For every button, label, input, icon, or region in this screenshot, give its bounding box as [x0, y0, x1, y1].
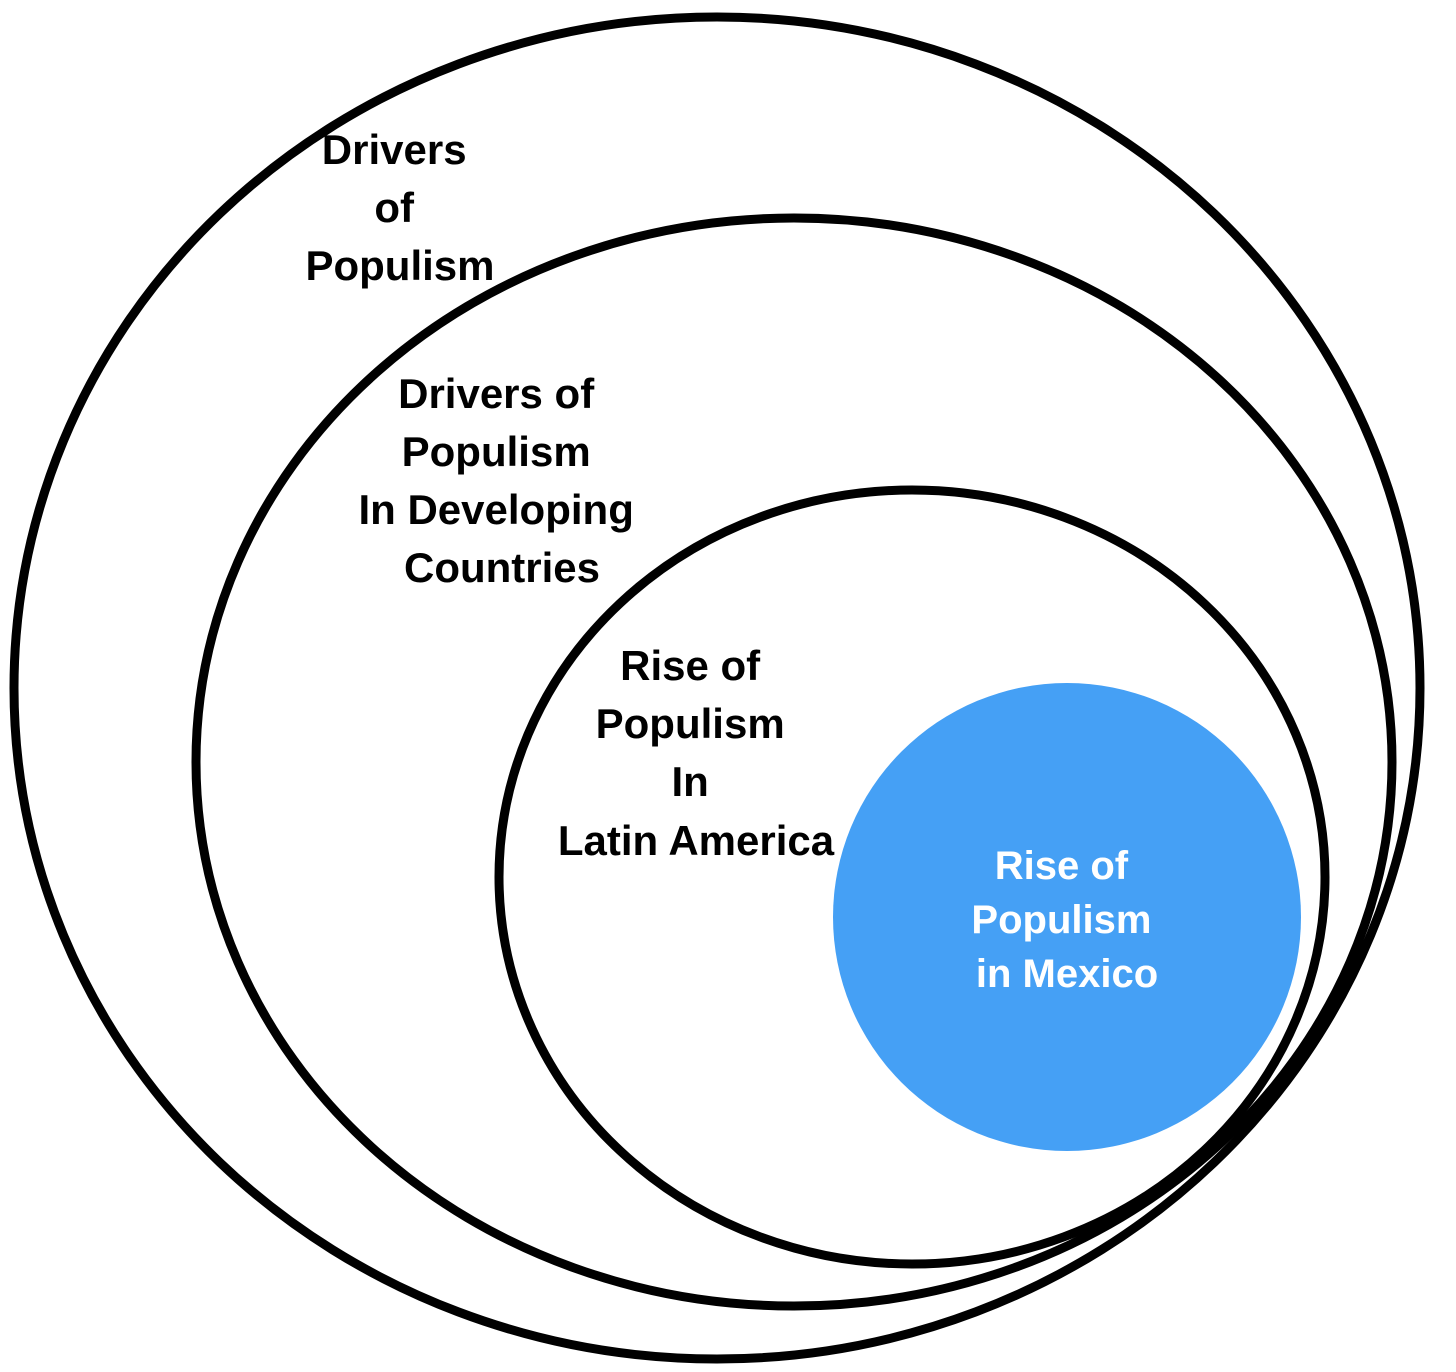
label-line: Latin America	[558, 817, 835, 864]
label-line: of	[374, 184, 415, 231]
label-line: Drivers	[322, 126, 467, 173]
label-line: Populism	[971, 898, 1151, 942]
circle-mexico	[833, 683, 1301, 1151]
label-latin-america: Rise of Populism In Latin America	[558, 642, 835, 864]
circle-developing-countries	[191, 213, 1397, 1311]
label-line: Rise of	[620, 642, 761, 689]
label-developing-countries: Drivers of Populism In Developing Countr…	[358, 370, 645, 591]
circle-latin-america	[494, 485, 1330, 1269]
label-line: Populism	[305, 242, 494, 289]
label-line: Rise of	[995, 844, 1129, 888]
label-line: Drivers of	[398, 370, 595, 417]
label-line: In Developing	[358, 486, 633, 533]
label-line: Countries	[404, 544, 600, 591]
label-mexico: Rise of Populism in Mexico	[971, 844, 1162, 996]
label-line: Populism	[402, 428, 591, 475]
label-line: In	[672, 758, 709, 805]
label-line: Populism	[596, 700, 785, 747]
label-drivers-of-populism: Drivers of Populism	[305, 126, 494, 289]
label-line: in Mexico	[976, 952, 1158, 996]
outer-circle-populism-drivers	[9, 12, 1425, 1364]
